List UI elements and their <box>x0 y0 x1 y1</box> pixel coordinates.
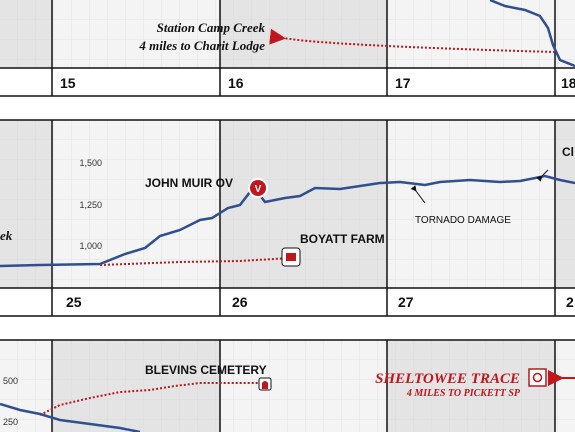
mile-label: 25 <box>66 294 82 310</box>
poi-label: JOHN MUIR OV <box>145 176 233 190</box>
map-shape <box>489 0 575 68</box>
map-shape <box>532 372 543 383</box>
mile-label: 27 <box>398 294 414 310</box>
note-subtitle: 4 MILES TO PICKETT SP <box>406 388 521 399</box>
mile-label: 26 <box>232 294 248 310</box>
poi-label: ek <box>0 228 13 243</box>
mile-label: 17 <box>395 75 411 91</box>
strip-2: 1,500 1,250 1,000 JOHN MUIR OV BOYATT FA… <box>0 119 575 317</box>
map-shape <box>0 402 141 432</box>
poi-label: Cl <box>562 145 574 159</box>
elevation-tick: 1,500 <box>79 158 102 168</box>
mile-label: 18 <box>561 75 575 91</box>
map-shape <box>262 381 268 389</box>
elevation-tick: 250 <box>3 417 18 427</box>
poi-label: BLEVINS CEMETERY <box>145 363 267 377</box>
map-shape <box>528 368 547 387</box>
poi-label: BOYATT FARM <box>300 232 385 246</box>
map-shape <box>0 119 575 317</box>
poi-label: TORNADO DAMAGE <box>415 215 511 226</box>
map-shape <box>0 0 575 68</box>
map-shape <box>0 339 575 432</box>
elevation-tick: 1,250 <box>79 200 102 210</box>
map-shape <box>0 0 575 97</box>
map-shape <box>0 340 575 432</box>
map-shape <box>248 178 268 198</box>
elevation-tick: 1,000 <box>79 241 102 251</box>
map-shape <box>39 382 262 416</box>
mile-label: 15 <box>60 75 76 91</box>
strip-3: 500 250 BLEVINS CEMETERY SHELTOWEE TRACE… <box>0 339 575 432</box>
strip-1: Station Camp Creek 4 miles to Charit Lod… <box>0 0 575 97</box>
note-line: 4 miles to Charit Lodge <box>138 38 265 53</box>
mile-label: 16 <box>228 75 244 91</box>
map-shape <box>536 169 549 182</box>
map-shape <box>0 174 575 268</box>
map-shape <box>286 253 296 261</box>
poi-icon: V <box>255 184 262 195</box>
elevation-tick: 500 <box>3 376 18 386</box>
note-line: Station Camp Creek <box>157 20 266 35</box>
mile-label: 2 <box>566 294 574 310</box>
map-shape <box>99 257 291 266</box>
map-shape <box>410 185 426 204</box>
note-title: SHELTOWEE TRACE <box>375 371 520 387</box>
